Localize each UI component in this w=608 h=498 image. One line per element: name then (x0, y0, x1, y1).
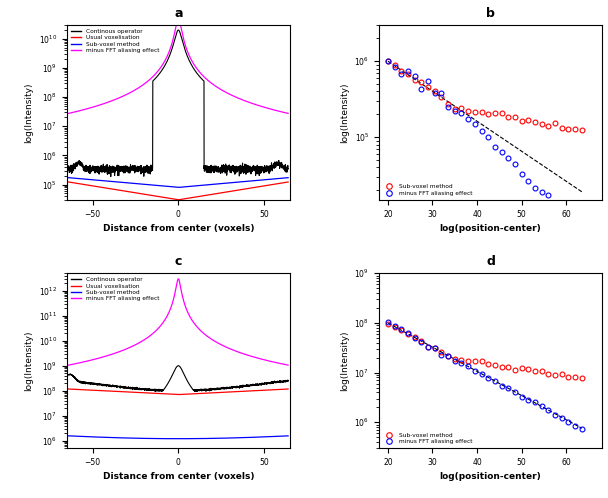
Legend: Sub-voxel method, minus FFT aliasing effect: Sub-voxel method, minus FFT aliasing eff… (382, 432, 474, 445)
Y-axis label: log(Intensity): log(Intensity) (24, 82, 33, 142)
Legend: Sub-voxel method, minus FFT aliasing effect: Sub-voxel method, minus FFT aliasing eff… (382, 183, 474, 197)
Y-axis label: log(Intensity): log(Intensity) (24, 331, 33, 391)
Title: b: b (486, 6, 495, 19)
Legend: Continous operator, Usual voxelisation, Sub-voxel method, minus FFT aliasing eff: Continous operator, Usual voxelisation, … (70, 276, 161, 302)
Title: a: a (174, 6, 182, 19)
X-axis label: Distance from center (voxels): Distance from center (voxels) (103, 473, 254, 482)
X-axis label: log(position-center): log(position-center) (440, 473, 541, 482)
Y-axis label: log(Intensity): log(Intensity) (340, 82, 349, 142)
Legend: Continous operator, Usual voxelisation, Sub-voxel method, minus FFT aliasing eff: Continous operator, Usual voxelisation, … (70, 28, 161, 54)
Y-axis label: log(Intensity): log(Intensity) (340, 331, 349, 391)
X-axis label: Distance from center (voxels): Distance from center (voxels) (103, 224, 254, 233)
Title: c: c (174, 255, 182, 268)
X-axis label: log(position-center): log(position-center) (440, 224, 541, 233)
Title: d: d (486, 255, 495, 268)
